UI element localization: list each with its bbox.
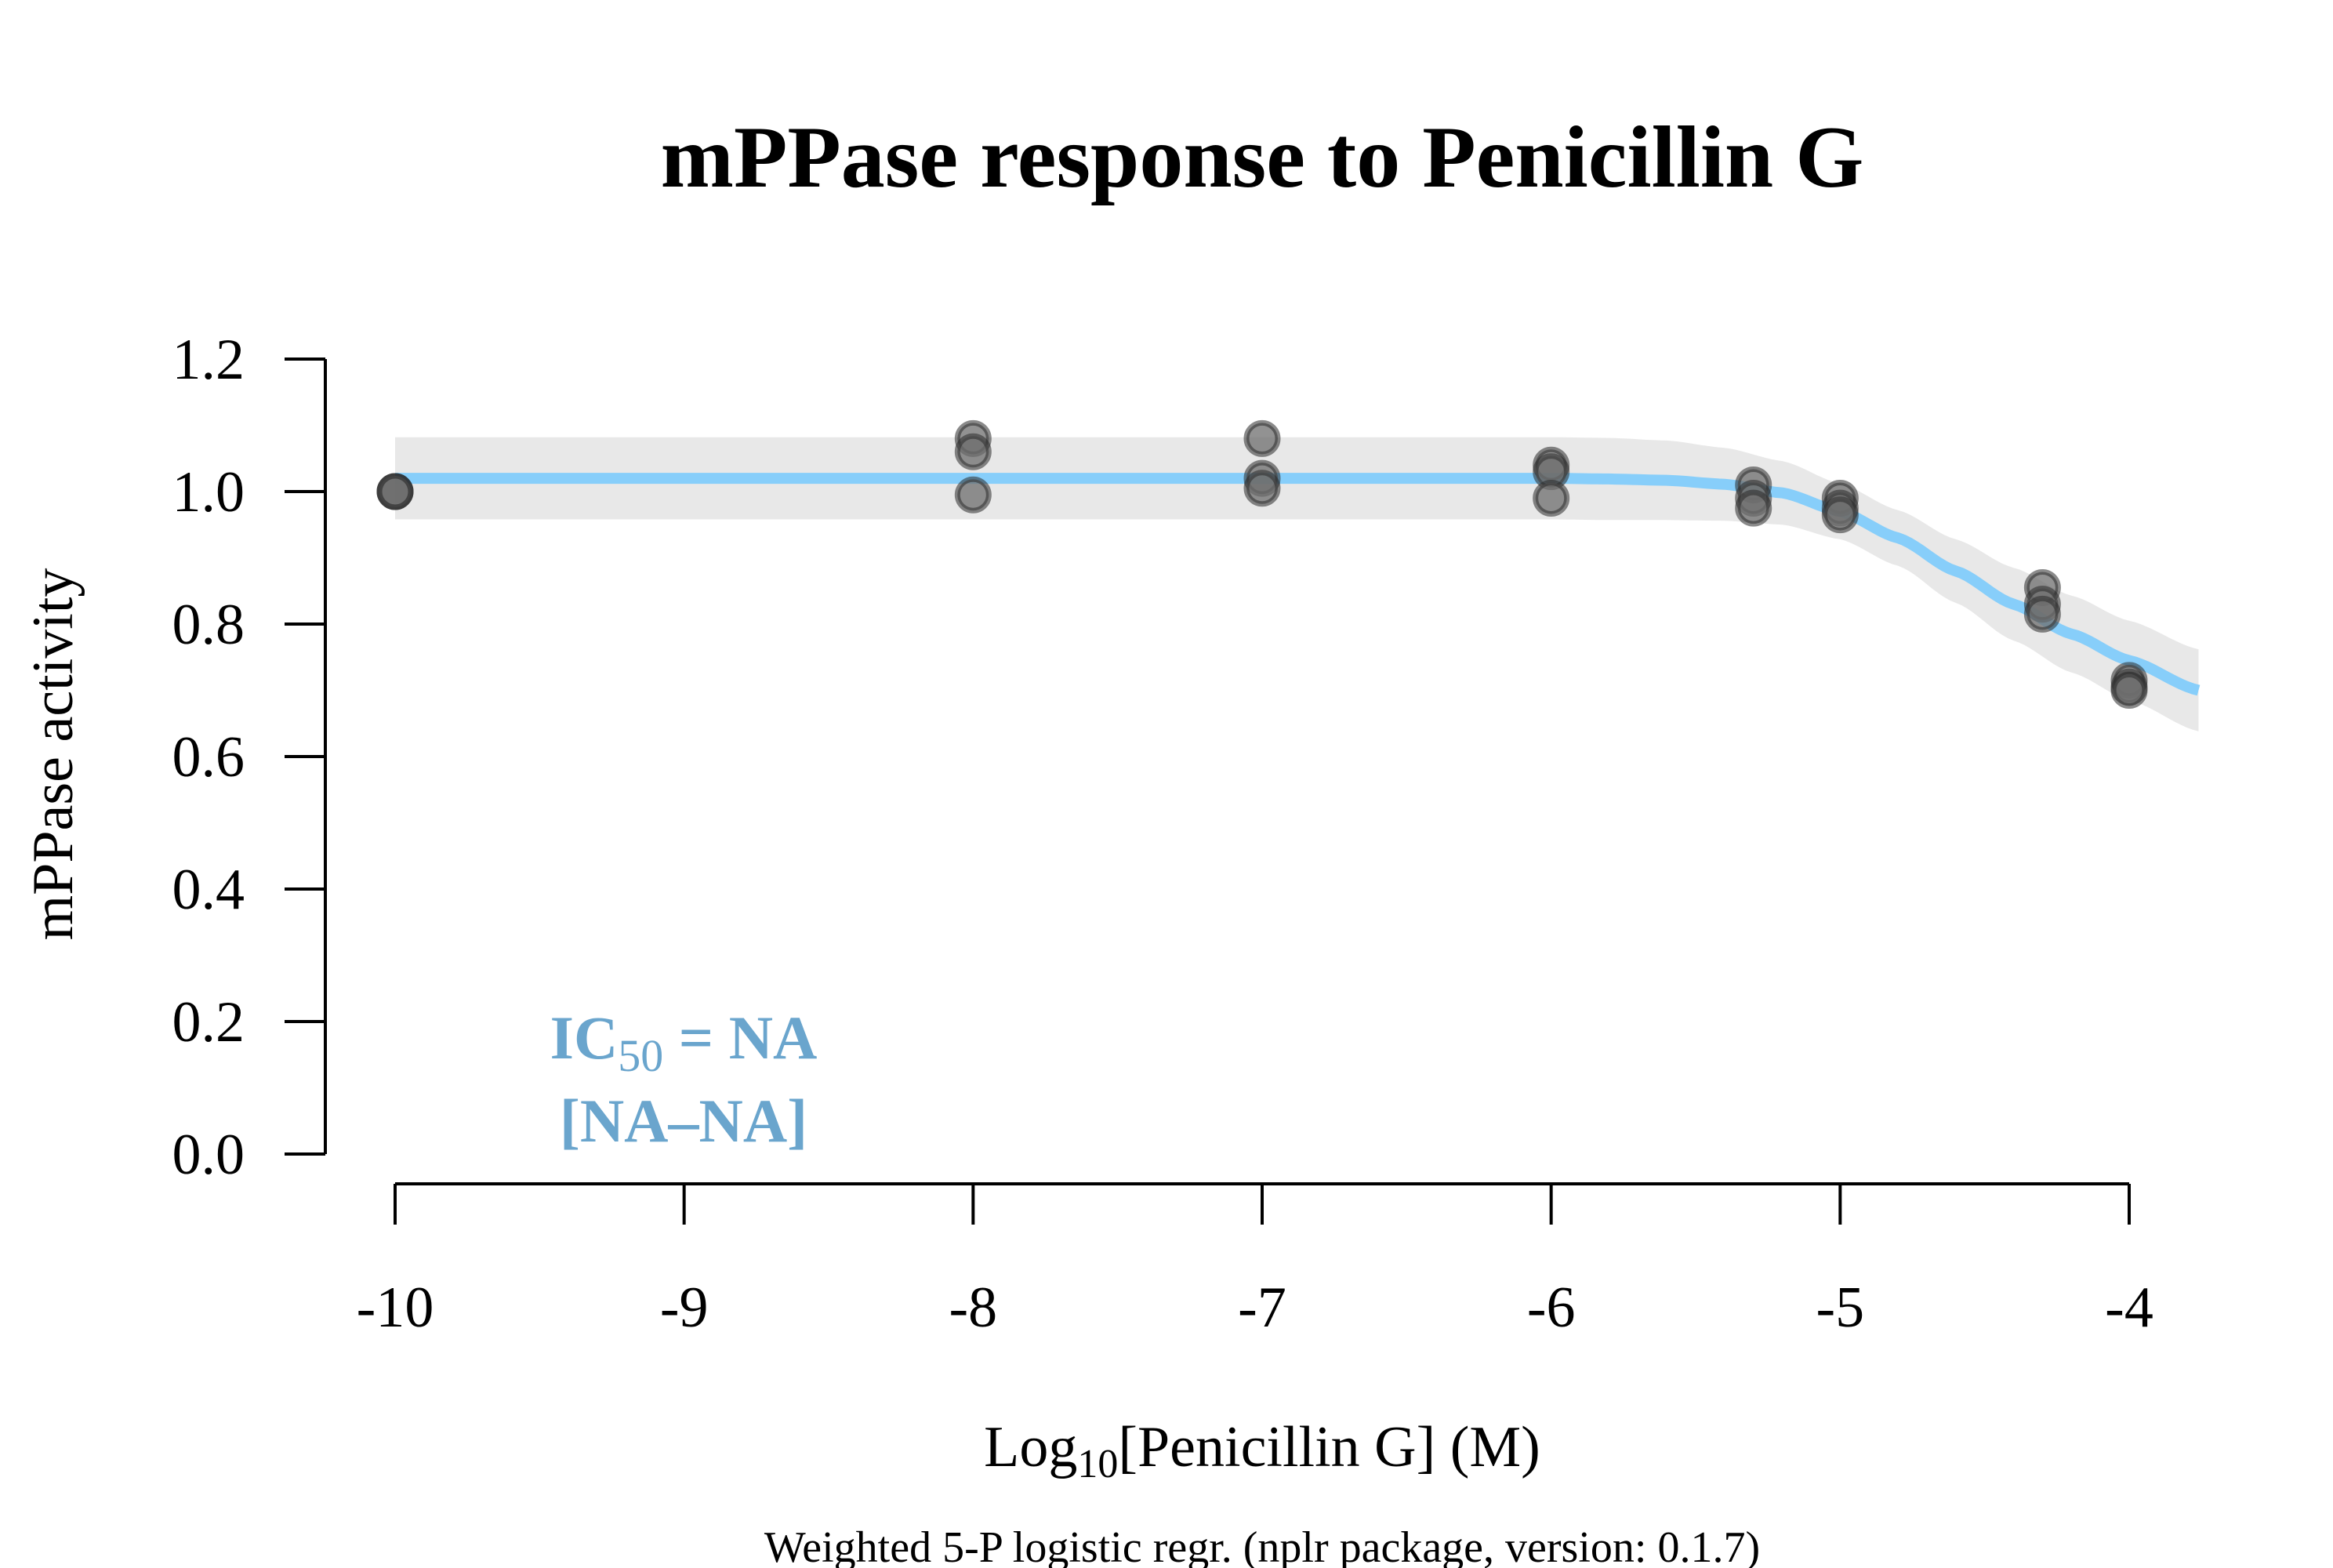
- data-point: [2023, 595, 2061, 633]
- x-tick-label: -10: [357, 1276, 434, 1340]
- x-tick-label: -4: [2105, 1276, 2153, 1340]
- x-axis-label-subscript: 10: [1077, 1442, 1118, 1486]
- y-axis: 0.0 0.2 0.4 0.6 0.8 1.0 1.2: [172, 328, 327, 1187]
- data-point: [2110, 672, 2148, 709]
- x-tick-label: -6: [1527, 1276, 1576, 1340]
- x-axis-label-suffix: [Penicillin G] (M): [1118, 1415, 1540, 1479]
- x-tick-label: -7: [1238, 1276, 1286, 1340]
- ic50-subscript: 50: [618, 1030, 663, 1081]
- footnote: Weighted 5-P logistic regr. (nplr packag…: [764, 1523, 1760, 1568]
- y-axis-label: mPPase activity: [21, 568, 85, 941]
- y-tick-label: 0.4: [172, 858, 245, 922]
- y-tick-label: 0.2: [172, 990, 245, 1054]
- x-tick-label: -8: [949, 1276, 998, 1340]
- x-tick-label: -9: [660, 1276, 709, 1340]
- y-tick-label: 0.0: [172, 1123, 245, 1187]
- data-point: [954, 476, 992, 514]
- data-point: [1243, 419, 1281, 457]
- y-tick-label: 0.8: [172, 593, 245, 657]
- ic50-prefix: IC: [550, 1004, 619, 1072]
- data-point: [954, 433, 992, 470]
- fit-curve: [395, 473, 2201, 696]
- data-point: [1533, 479, 1570, 517]
- x-axis-label-prefix: Log: [984, 1415, 1077, 1479]
- chart-title: mPPase response to Penicillin G: [661, 109, 1864, 206]
- ic50-value: = NA: [663, 1004, 817, 1072]
- data-points: [376, 419, 2148, 709]
- ic50-interval: [NA–NA]: [560, 1087, 807, 1155]
- ic50-annotation: IC50 = NA: [550, 1004, 818, 1081]
- data-point: [1821, 496, 1859, 534]
- x-axis-label: Log10[Penicillin G] (M): [984, 1415, 1540, 1486]
- data-point: [1243, 470, 1281, 507]
- y-tick-label: 0.6: [172, 725, 245, 789]
- x-tick-label: -5: [1816, 1276, 1865, 1340]
- fit-line: [395, 473, 2201, 696]
- y-tick-label: 1.0: [172, 460, 245, 524]
- data-point: [1735, 489, 1772, 527]
- data-point: [376, 473, 414, 510]
- y-tick-label: 1.2: [172, 328, 245, 392]
- x-axis: -10 -9 -8 -7 -6 -5 -4: [357, 1182, 2153, 1340]
